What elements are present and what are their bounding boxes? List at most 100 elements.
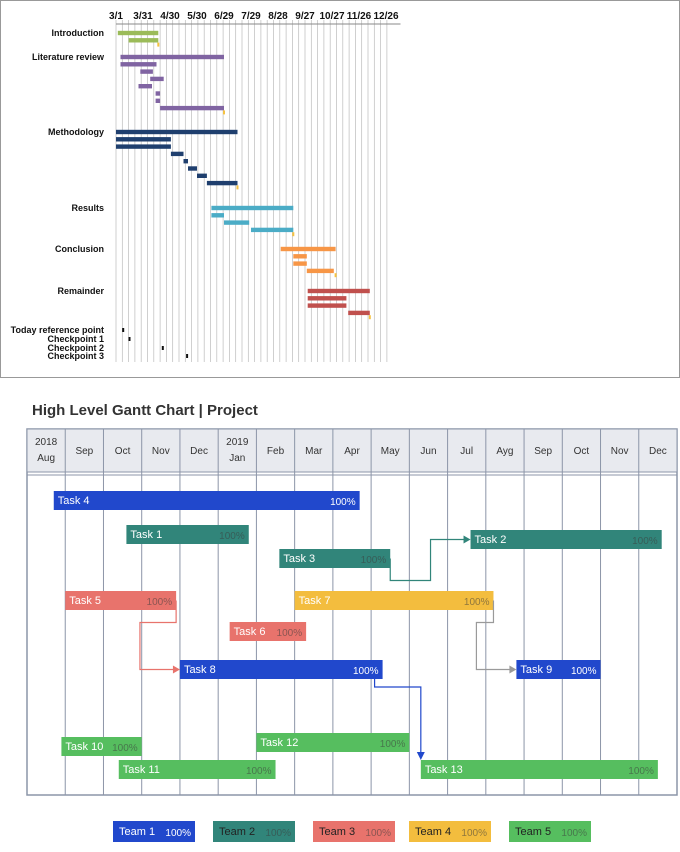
month-label: Mar xyxy=(305,446,323,457)
legend-percent: 100% xyxy=(561,828,587,839)
group-label: Introduction xyxy=(52,28,105,38)
legend-swatch xyxy=(509,821,591,842)
month-label: Dec xyxy=(649,446,667,457)
task-bar xyxy=(280,246,336,252)
task-label: Task 7 xyxy=(299,595,331,607)
milestone-label: Checkpoint 3 xyxy=(47,351,104,361)
legend-label: Team 1 xyxy=(119,826,155,838)
month-label: Ayg xyxy=(496,446,513,457)
x-tick-label: 10/27 xyxy=(319,11,344,22)
x-tick-label: 3/31 xyxy=(133,11,153,22)
milestone-marker xyxy=(122,328,125,332)
task-bar xyxy=(211,213,224,218)
x-tick-label: 9/27 xyxy=(295,11,315,22)
task-bar xyxy=(229,622,307,641)
dependency-arrowhead xyxy=(172,665,180,674)
task-percent: 100% xyxy=(632,536,658,547)
task-bar xyxy=(128,38,159,43)
task-bar xyxy=(138,84,152,89)
x-tick-label: 12/26 xyxy=(373,11,398,22)
task-percent: 100% xyxy=(330,497,356,508)
task-percent: 100% xyxy=(246,766,272,777)
task-label: Task 13 xyxy=(425,764,463,776)
task-bar xyxy=(53,491,360,510)
group-label: Conclusion xyxy=(55,244,104,254)
milestone-label: Today reference point xyxy=(11,325,104,335)
task-bar xyxy=(306,268,334,274)
task-bar xyxy=(224,220,250,225)
task-percent: 100% xyxy=(277,628,303,639)
month-label: Jul xyxy=(460,446,473,457)
task-bar xyxy=(150,76,164,82)
task-percent: 100% xyxy=(361,555,387,566)
task-label: Task 6 xyxy=(234,626,266,638)
legend-percent: 100% xyxy=(461,828,487,839)
task-bar xyxy=(307,303,347,308)
task-label: Task 9 xyxy=(520,664,552,676)
task-bar xyxy=(117,30,159,36)
task-bar xyxy=(279,549,391,568)
task-label: Task 12 xyxy=(260,737,298,749)
summary-marker xyxy=(223,110,225,115)
milestone-label: Checkpoint 2 xyxy=(47,343,104,353)
task-bar xyxy=(307,288,370,294)
task-bar xyxy=(307,296,347,301)
task-bar xyxy=(116,144,171,149)
month-label: Jan xyxy=(229,453,245,464)
milestone-marker xyxy=(186,354,189,358)
project-gantt-chart: 3/1 3/31 4/30 5/30 6/29 7/29 8/28 9/27 10/27 11/2… xyxy=(0,0,680,378)
task-percent: 100% xyxy=(353,666,379,677)
task-bar xyxy=(197,173,207,178)
month-label: Jun xyxy=(420,446,436,457)
month-label: Feb xyxy=(267,446,285,457)
legend-swatch xyxy=(113,821,195,842)
task-percent: 100% xyxy=(380,739,406,750)
task-label: Task 8 xyxy=(184,664,216,676)
task-bar xyxy=(294,591,494,610)
task-bar xyxy=(420,760,658,779)
x-tick-label: 4/30 xyxy=(160,11,180,22)
chart-frame xyxy=(0,0,680,378)
dependency-arrow xyxy=(139,600,177,671)
task-bar xyxy=(293,261,307,266)
high-level-gantt-svg: High Level Gantt Chart | Project XYZ 201… xyxy=(26,402,678,842)
task-bar xyxy=(516,660,601,679)
task-bar xyxy=(120,54,224,60)
task-label: Task 2 xyxy=(475,534,507,546)
summary-marker xyxy=(334,273,337,278)
task-label: Task 5 xyxy=(69,595,101,607)
dependency-arrow xyxy=(475,600,514,671)
task-bar xyxy=(256,733,410,752)
month-label: Oct xyxy=(574,446,590,457)
group-label: Methodology xyxy=(48,127,104,137)
task-label: Task 4 xyxy=(58,495,90,507)
x-tick-label: 11/26 xyxy=(347,11,372,22)
task-bar xyxy=(65,591,177,610)
task-percent: 100% xyxy=(219,531,245,542)
legend-swatch xyxy=(409,821,491,842)
task-label: Task 10 xyxy=(65,741,103,753)
month-label: Dec xyxy=(190,446,208,457)
dependency-arrowhead xyxy=(416,752,425,760)
legend-swatch xyxy=(213,821,295,842)
task-bar xyxy=(179,660,383,679)
x-tick-label: 5/30 xyxy=(187,11,207,22)
month-label: Sep xyxy=(75,446,93,457)
task-bar xyxy=(470,530,662,549)
group-label: Remainder xyxy=(57,286,104,296)
dependency-arrow xyxy=(389,538,468,582)
task-bar xyxy=(126,525,249,544)
task-bar xyxy=(61,737,142,756)
month-label: Apr xyxy=(344,446,360,457)
task-label: Task 1 xyxy=(130,529,162,541)
task-bar xyxy=(293,254,307,259)
task-bar xyxy=(170,151,184,157)
month-label: Oct xyxy=(115,446,131,457)
month-label: Nov xyxy=(611,446,629,457)
legend-label: Team 2 xyxy=(219,826,255,838)
legend-percent: 100% xyxy=(265,828,291,839)
task-bar xyxy=(348,310,370,316)
month-label: Sep xyxy=(534,446,552,457)
project-gantt-svg: 3/1 3/31 4/30 5/30 6/29 7/29 8/28 9/27 10/27 11/2… xyxy=(0,0,680,378)
task-percent: 100% xyxy=(147,597,173,608)
